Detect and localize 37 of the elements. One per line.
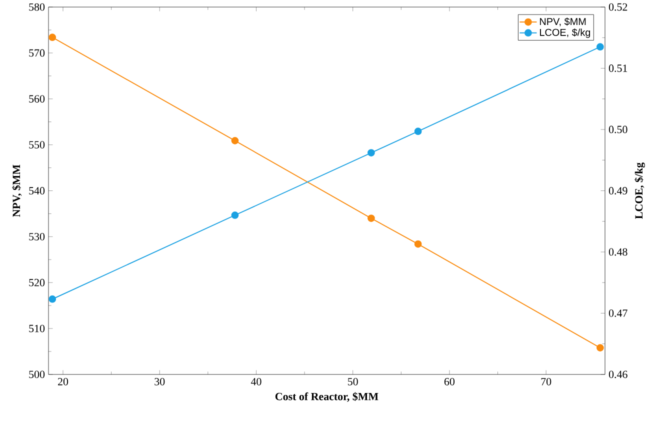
x-tick-label: 40: [250, 378, 262, 386]
legend-label: NPV, $MM: [540, 18, 586, 26]
y-tick-label: 560: [29, 95, 45, 103]
y2-tick-label: 0.46: [608, 370, 628, 378]
y-axis-title: NPV, $MM: [12, 164, 22, 218]
y2-tick-label: 0.48: [608, 248, 628, 256]
point: [368, 149, 375, 157]
point: [414, 128, 422, 136]
y2-axis-title: LCOE, $/kg: [634, 162, 645, 219]
y-tick-label: 540: [29, 187, 45, 195]
y2-tick-label: 0.47: [608, 310, 628, 318]
point: [596, 43, 604, 51]
point: [231, 137, 239, 144]
y-tick-label: 520: [29, 279, 45, 286]
point: [231, 212, 239, 220]
x-tick-label: 60: [444, 378, 455, 386]
x-axis-title: Cost of Reactor, $MM: [275, 392, 378, 402]
point: [596, 344, 604, 352]
point: [48, 296, 56, 303]
y-tick-label: 570: [29, 49, 45, 57]
y2-tick-label: 0.51: [608, 64, 628, 72]
point: [48, 34, 56, 42]
y-tick-label: 500: [29, 370, 45, 378]
point: [368, 214, 375, 222]
x-tick-label: 50: [348, 378, 358, 386]
x-tick-label: 70: [541, 378, 552, 386]
x-tick-label: 20: [58, 378, 68, 386]
y2-tick-label: 0.52: [608, 3, 628, 11]
y-tick-label: 530: [29, 233, 45, 240]
x-tick-label: 30: [154, 378, 165, 386]
y-tick-label: 550: [29, 141, 45, 149]
y-tick-label: 510: [29, 324, 45, 332]
y2-tick-label: 0.50: [608, 126, 628, 134]
y-tick-label: 580: [29, 3, 45, 11]
y2-tick-label: 0.49: [608, 187, 628, 195]
legend-label: LCOE, $/kg: [540, 28, 590, 38]
point: [414, 240, 422, 248]
